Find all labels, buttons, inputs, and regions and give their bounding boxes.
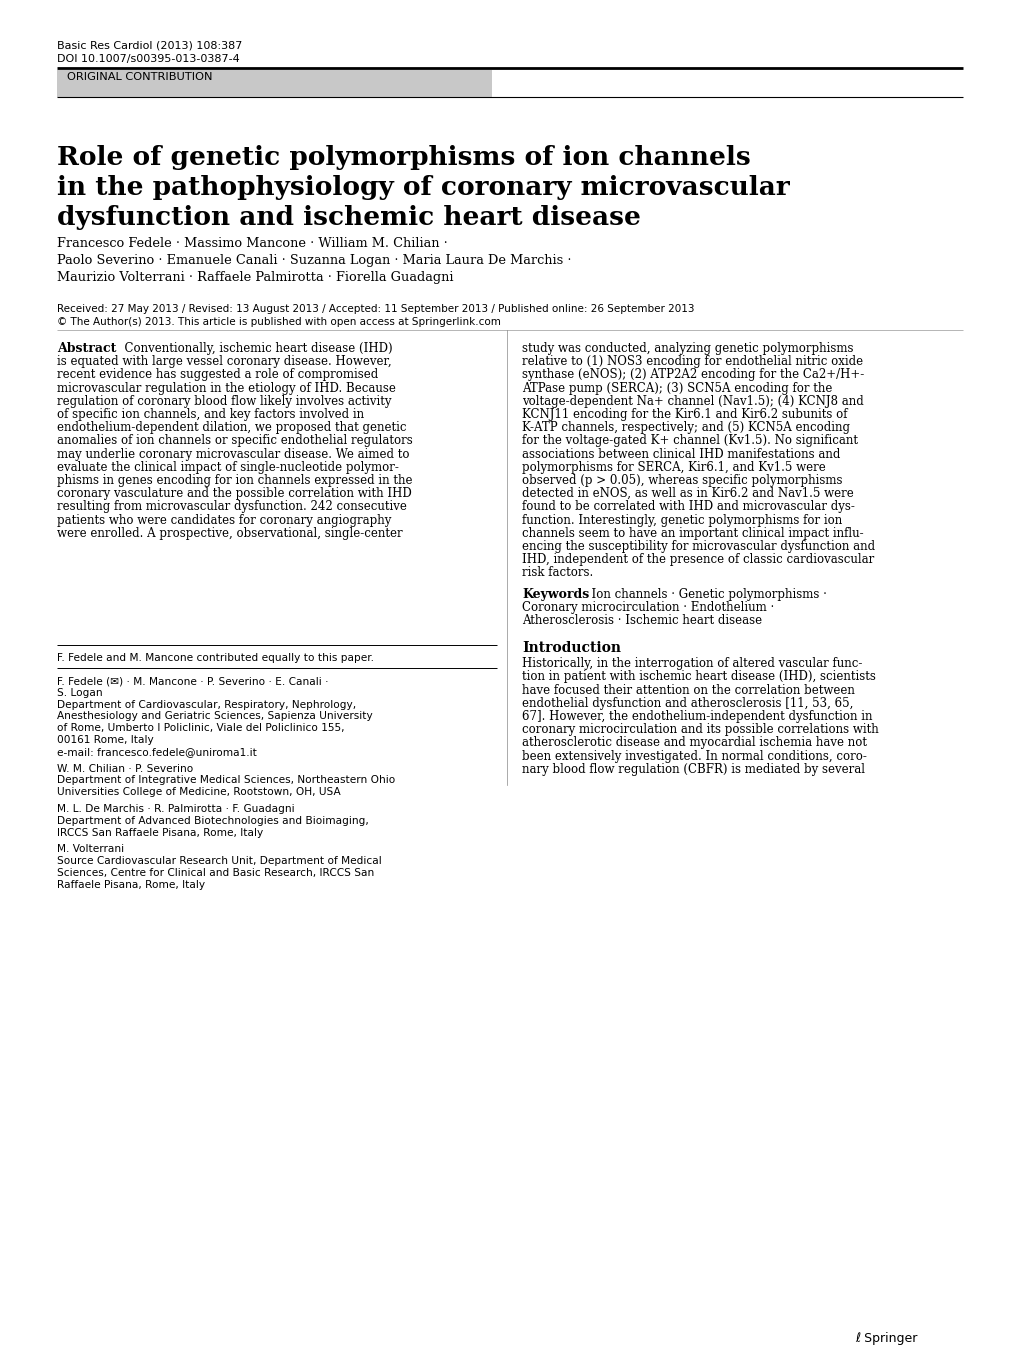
Text: coronary microcirculation and its possible correlations with: coronary microcirculation and its possib… [522,724,878,736]
Text: Conventionally, ischemic heart disease (IHD): Conventionally, ischemic heart disease (… [117,341,392,355]
Text: study was conducted, analyzing genetic polymorphisms: study was conducted, analyzing genetic p… [522,341,853,355]
Text: voltage-dependent Na+ channel (Nav1.5); (4) KCNJ8 and: voltage-dependent Na+ channel (Nav1.5); … [522,394,863,408]
Text: in the pathophysiology of coronary microvascular: in the pathophysiology of coronary micro… [57,175,789,201]
Text: function. Interestingly, genetic polymorphisms for ion: function. Interestingly, genetic polymor… [522,514,842,527]
Text: channels seem to have an important clinical impact influ-: channels seem to have an important clini… [522,527,863,539]
Text: detected in eNOS, as well as in Kir6.2 and Nav1.5 were: detected in eNOS, as well as in Kir6.2 a… [522,488,853,500]
Text: Atherosclerosis · Ischemic heart disease: Atherosclerosis · Ischemic heart disease [522,614,761,627]
Text: Keywords: Keywords [522,588,589,600]
Text: Department of Advanced Biotechnologies and Bioimaging,: Department of Advanced Biotechnologies a… [57,816,369,825]
Text: Paolo Severino · Emanuele Canali · Suzanna Logan · Maria Laura De Marchis ·: Paolo Severino · Emanuele Canali · Suzan… [57,253,571,267]
Text: associations between clinical IHD manifestations and: associations between clinical IHD manife… [522,447,840,461]
Text: been extensively investigated. In normal conditions, coro-: been extensively investigated. In normal… [522,749,866,763]
Text: for the voltage-gated K+ channel (Kv1.5). No significant: for the voltage-gated K+ channel (Kv1.5)… [522,435,857,447]
Text: Coronary microcirculation · Endothelium ·: Coronary microcirculation · Endothelium … [522,600,773,614]
Text: endothelial dysfunction and atherosclerosis [11, 53, 65,: endothelial dysfunction and atherosclero… [522,696,853,710]
Text: Ion channels · Genetic polymorphisms ·: Ion channels · Genetic polymorphisms · [584,588,826,600]
Text: Francesco Fedele · Massimo Mancone · William M. Chilian ·: Francesco Fedele · Massimo Mancone · Wil… [57,237,447,251]
Text: M. Volterrani: M. Volterrani [57,844,124,855]
Text: Raffaele Pisana, Rome, Italy: Raffaele Pisana, Rome, Italy [57,879,205,890]
Text: Received: 27 May 2013 / Revised: 13 August 2013 / Accepted: 11 September 2013 / : Received: 27 May 2013 / Revised: 13 Augu… [57,304,694,314]
Text: 00161 Rome, Italy: 00161 Rome, Italy [57,734,154,745]
Text: DOI 10.1007/s00395-013-0387-4: DOI 10.1007/s00395-013-0387-4 [57,54,239,64]
Text: atherosclerotic disease and myocardial ischemia have not: atherosclerotic disease and myocardial i… [522,736,866,749]
Text: dysfunction and ischemic heart disease: dysfunction and ischemic heart disease [57,205,640,230]
Text: is equated with large vessel coronary disease. However,: is equated with large vessel coronary di… [57,355,391,369]
Text: of specific ion channels, and key factors involved in: of specific ion channels, and key factor… [57,408,364,421]
Text: Maurizio Volterrani · Raffaele Palmirotta · Fiorella Guadagni: Maurizio Volterrani · Raffaele Palmirott… [57,271,453,285]
Text: Role of genetic polymorphisms of ion channels: Role of genetic polymorphisms of ion cha… [57,145,750,169]
Text: may underlie coronary microvascular disease. We aimed to: may underlie coronary microvascular dise… [57,447,409,461]
Text: resulting from microvascular dysfunction. 242 consecutive: resulting from microvascular dysfunction… [57,500,407,514]
Text: regulation of coronary blood flow likely involves activity: regulation of coronary blood flow likely… [57,394,391,408]
Text: IHD, independent of the presence of classic cardiovascular: IHD, independent of the presence of clas… [522,553,873,566]
Text: have focused their attention on the correlation between: have focused their attention on the corr… [522,684,854,696]
Text: S. Logan: S. Logan [57,688,103,698]
Text: ℓ Springer: ℓ Springer [854,1332,916,1346]
Text: e-mail: francesco.fedele@uniroma1.it: e-mail: francesco.fedele@uniroma1.it [57,747,257,757]
Text: endothelium-dependent dilation, we proposed that genetic: endothelium-dependent dilation, we propo… [57,421,407,434]
Text: KCNJ11 encoding for the Kir6.1 and Kir6.2 subunits of: KCNJ11 encoding for the Kir6.1 and Kir6.… [522,408,847,421]
Text: patients who were candidates for coronary angiography: patients who were candidates for coronar… [57,514,391,527]
Text: Basic Res Cardiol (2013) 108:387: Basic Res Cardiol (2013) 108:387 [57,41,243,50]
Text: IRCCS San Raffaele Pisana, Rome, Italy: IRCCS San Raffaele Pisana, Rome, Italy [57,828,263,837]
Text: Introduction: Introduction [522,641,621,656]
Text: F. Fedele (✉) · M. Mancone · P. Severino · E. Canali ·: F. Fedele (✉) · M. Mancone · P. Severino… [57,676,328,686]
Text: risk factors.: risk factors. [522,566,593,580]
Text: encing the susceptibility for microvascular dysfunction and: encing the susceptibility for microvascu… [522,541,874,553]
Text: anomalies of ion channels or specific endothelial regulators: anomalies of ion channels or specific en… [57,435,413,447]
Text: relative to (1) NOS3 encoding for endothelial nitric oxide: relative to (1) NOS3 encoding for endoth… [522,355,862,369]
Text: recent evidence has suggested a role of compromised: recent evidence has suggested a role of … [57,369,378,381]
Text: phisms in genes encoding for ion channels expressed in the: phisms in genes encoding for ion channel… [57,474,412,486]
Text: nary blood flow regulation (CBFR) is mediated by several: nary blood flow regulation (CBFR) is med… [522,763,864,776]
Text: Historically, in the interrogation of altered vascular func-: Historically, in the interrogation of al… [522,657,861,671]
Text: ATPase pump (SERCA); (3) SCN5A encoding for the: ATPase pump (SERCA); (3) SCN5A encoding … [522,382,832,394]
Text: coronary vasculature and the possible correlation with IHD: coronary vasculature and the possible co… [57,488,412,500]
Text: tion in patient with ischemic heart disease (IHD), scientists: tion in patient with ischemic heart dise… [522,671,875,683]
Text: Sciences, Centre for Clinical and Basic Research, IRCCS San: Sciences, Centre for Clinical and Basic … [57,869,374,878]
Text: found to be correlated with IHD and microvascular dys-: found to be correlated with IHD and micr… [522,500,854,514]
Text: Department of Cardiovascular, Respiratory, Nephrology,: Department of Cardiovascular, Respirator… [57,699,356,710]
Text: K-ATP channels, respectively; and (5) KCN5A encoding: K-ATP channels, respectively; and (5) KC… [522,421,849,434]
Text: Department of Integrative Medical Sciences, Northeastern Ohio: Department of Integrative Medical Scienc… [57,775,395,786]
Text: synthase (eNOS); (2) ATP2A2 encoding for the Ca2+/H+-: synthase (eNOS); (2) ATP2A2 encoding for… [522,369,863,381]
Text: Universities College of Medicine, Rootstown, OH, USA: Universities College of Medicine, Rootst… [57,787,340,797]
Text: polymorphisms for SERCA, Kir6.1, and Kv1.5 were: polymorphisms for SERCA, Kir6.1, and Kv1… [522,461,825,474]
Text: © The Author(s) 2013. This article is published with open access at Springerlink: © The Author(s) 2013. This article is pu… [57,317,500,327]
Text: Source Cardiovascular Research Unit, Department of Medical: Source Cardiovascular Research Unit, Dep… [57,856,381,866]
Text: M. L. De Marchis · R. Palmirotta · F. Guadagni: M. L. De Marchis · R. Palmirotta · F. Gu… [57,804,294,814]
Text: observed (p > 0.05), whereas specific polymorphisms: observed (p > 0.05), whereas specific po… [522,474,842,486]
Text: ORIGINAL CONTRIBUTION: ORIGINAL CONTRIBUTION [67,72,212,83]
Text: of Rome, Umberto I Policlinic, Viale del Policlinico 155,: of Rome, Umberto I Policlinic, Viale del… [57,724,344,733]
Text: F. Fedele and M. Mancone contributed equally to this paper.: F. Fedele and M. Mancone contributed equ… [57,653,374,663]
Bar [57,70,491,98]
Text: were enrolled. A prospective, observational, single-center: were enrolled. A prospective, observatio… [57,527,403,539]
Text: Abstract: Abstract [57,341,116,355]
Text: microvascular regulation in the etiology of IHD. Because: microvascular regulation in the etiology… [57,382,395,394]
Text: W. M. Chilian · P. Severino: W. M. Chilian · P. Severino [57,764,193,774]
Text: 67]. However, the endothelium-independent dysfunction in: 67]. However, the endothelium-independen… [522,710,871,724]
Text: Anesthesiology and Geriatric Sciences, Sapienza University: Anesthesiology and Geriatric Sciences, S… [57,711,372,721]
Text: evaluate the clinical impact of single-nucleotide polymor-: evaluate the clinical impact of single-n… [57,461,398,474]
